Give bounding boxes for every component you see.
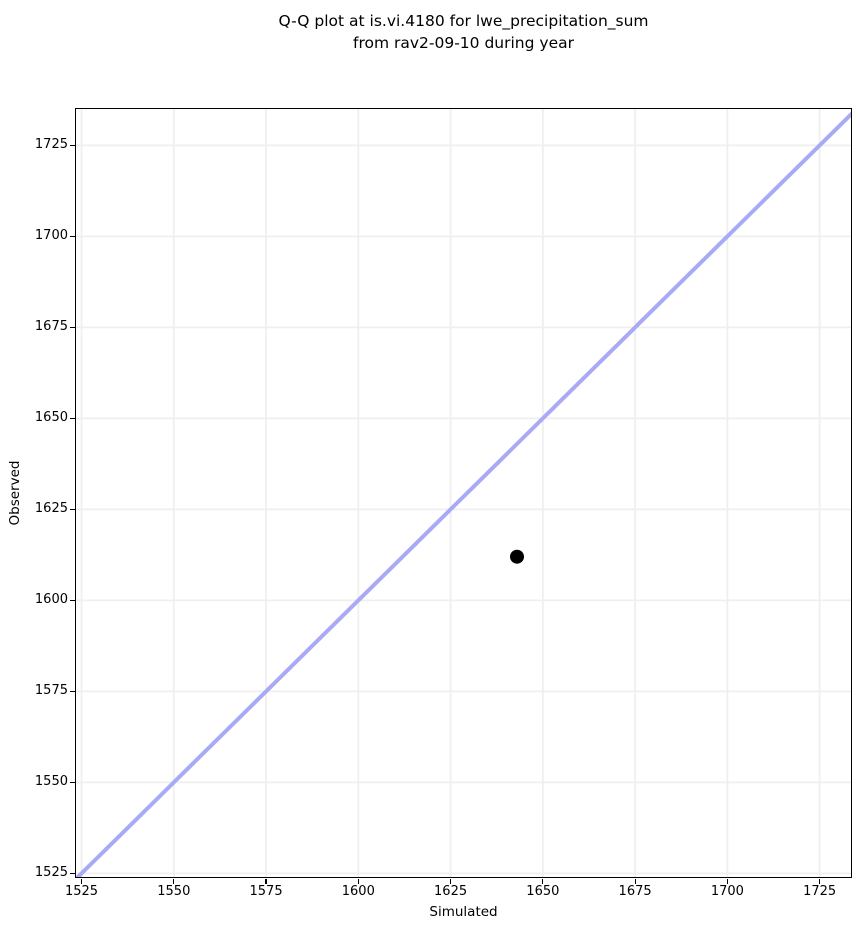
- y-tick-mark: [70, 235, 75, 237]
- x-tick-mark: [634, 878, 636, 884]
- x-tick-mark: [80, 878, 83, 884]
- y-tick-mark: [70, 872, 75, 874]
- x-tick-label: 1600: [341, 884, 375, 899]
- y-tick-label: 1725: [34, 137, 68, 153]
- chart-title: Q-Q plot at is.vi.4180 for lwe_precipita…: [278, 12, 649, 52]
- x-tick-mark: [265, 878, 267, 884]
- y-tick-mark: [70, 508, 75, 510]
- x-axis-label: Simulated: [429, 904, 498, 920]
- x-tick-mark: [173, 878, 175, 884]
- plot-area: [74, 107, 852, 878]
- y-tick-mark: [70, 599, 75, 601]
- x-tick-mark: [542, 878, 544, 884]
- y-tick-mark: [70, 144, 75, 146]
- x-tick-mark: [449, 878, 452, 884]
- y-tick-mark: [70, 690, 75, 692]
- y-tick-label: 1600: [34, 592, 68, 608]
- identity-line: [75, 111, 851, 877]
- x-tick-label: 1700: [710, 884, 744, 899]
- x-tick-label: 1525: [64, 884, 99, 899]
- y-tick-label: 1575: [34, 683, 68, 699]
- x-tick-label: 1725: [803, 884, 837, 899]
- x-tick-mark: [819, 878, 821, 884]
- y-tick-mark: [70, 417, 75, 419]
- x-tick-label: 1550: [157, 884, 191, 899]
- x-tick-label: 1625: [434, 884, 468, 899]
- plot-svg: [75, 108, 851, 877]
- y-tick-label: 1650: [34, 410, 68, 426]
- x-tick-label: 1575: [249, 884, 283, 899]
- x-tick-label: 1650: [526, 884, 560, 899]
- x-tick-label: 1675: [618, 884, 652, 899]
- y-tick-label: 1550: [34, 774, 68, 790]
- y-tick-mark: [70, 781, 75, 783]
- qq-point: [509, 549, 524, 564]
- y-tick-label: 1525: [34, 865, 68, 881]
- y-tick-label: 1700: [34, 228, 68, 244]
- y-tick-label: 1625: [34, 501, 68, 517]
- y-tick-label: 1675: [34, 319, 68, 335]
- x-tick-mark: [726, 878, 728, 884]
- x-tick-mark: [357, 878, 359, 884]
- y-tick-mark: [70, 326, 75, 328]
